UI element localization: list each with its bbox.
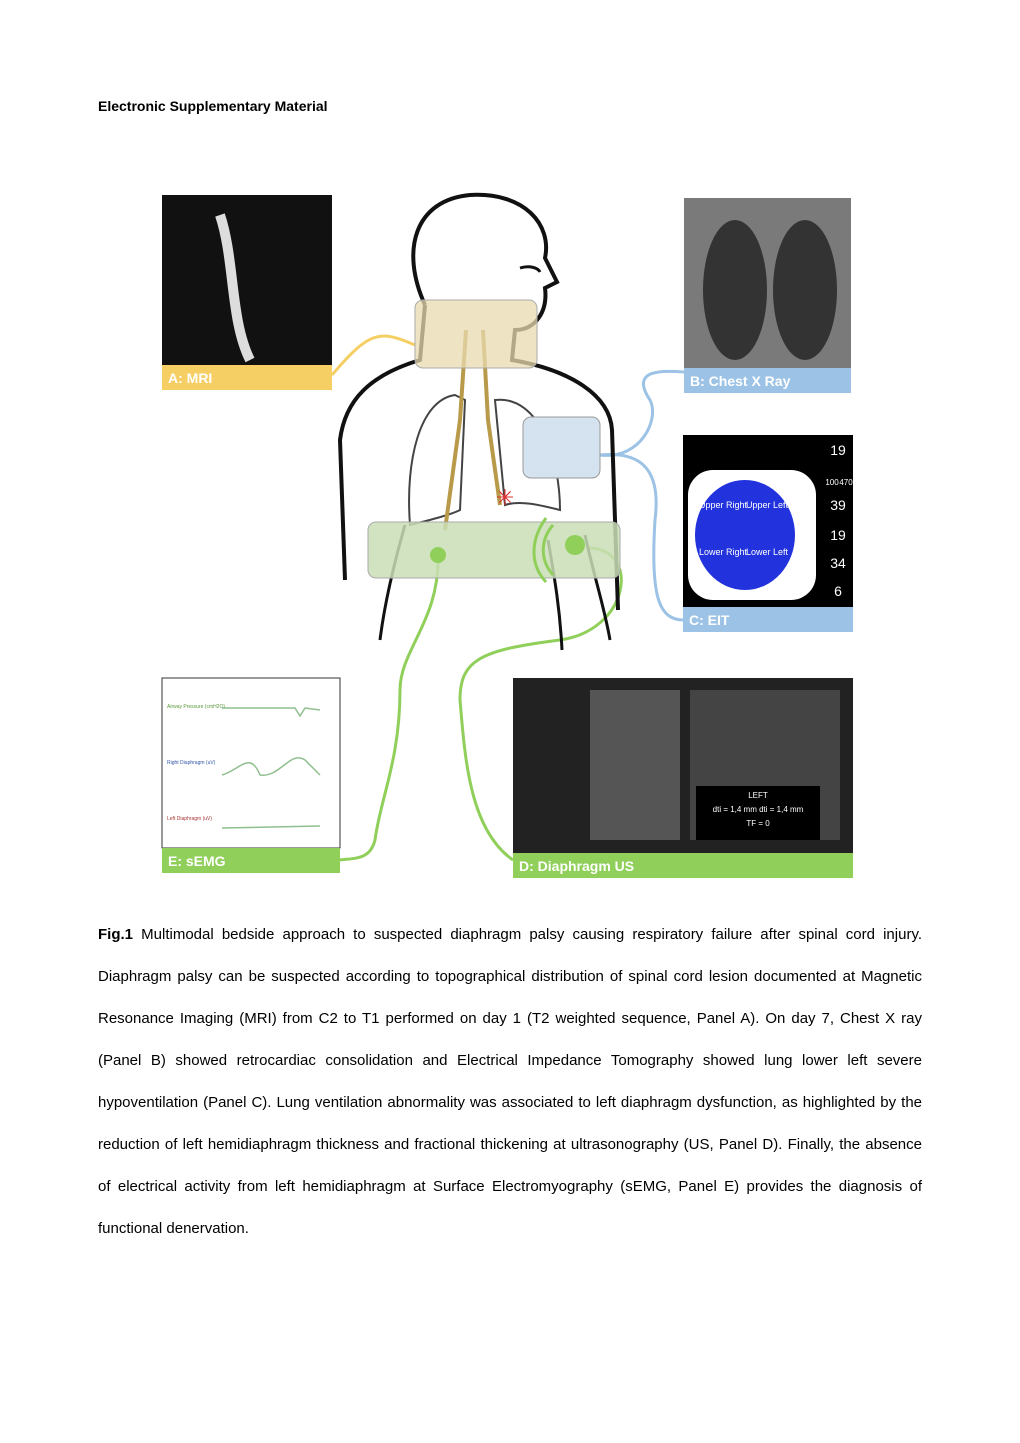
us-label: dti = 1,4 mm dti = 1,4 mm — [713, 805, 804, 814]
semg-trace-label: Airway Pressure (cmH2O) — [167, 704, 225, 710]
eit-reading: 19 — [830, 527, 846, 543]
panel-label: E: sEMG — [168, 853, 226, 869]
caption: Fig.1 Multimodal bedside approach to sus… — [98, 914, 922, 1250]
semg-trace-label: Left Diaphragm (uV) — [167, 816, 212, 822]
us-label: LEFT — [748, 791, 768, 800]
caption-text: Multimodal bedside approach to suspected… — [98, 926, 922, 1237]
eit-reading: 6 — [834, 583, 842, 599]
eit-reading: 34 — [830, 555, 846, 571]
svg-text:✳: ✳ — [496, 485, 514, 510]
figure: ✳ A: MRI B: Chest X Ray Upper RightUpper… — [161, 192, 853, 878]
panel-label: B: Chest X Ray — [690, 373, 791, 389]
panel-label: A: MRI — [168, 370, 212, 386]
caption-label: Fig.1 — [98, 926, 134, 943]
eit-region: Upper Right — [699, 500, 748, 510]
panel-label: D: Diaphragm US — [519, 858, 634, 874]
heading: Electronic Supplementary Material — [98, 98, 328, 114]
eit-reading: 19 — [830, 442, 846, 458]
eit-reading: 100 — [825, 478, 839, 487]
panel-label: C: EIT — [689, 612, 730, 628]
eit-region: Upper Left — [746, 500, 789, 510]
eit-region: Lower Right — [699, 547, 748, 557]
us-label: TF = 0 — [746, 819, 770, 828]
eit-reading: 470 — [839, 478, 853, 487]
eit-region: Lower Left — [746, 547, 789, 557]
semg-trace-label: Right Diaphragm (uV) — [167, 760, 216, 766]
eit-reading: 39 — [830, 497, 846, 513]
